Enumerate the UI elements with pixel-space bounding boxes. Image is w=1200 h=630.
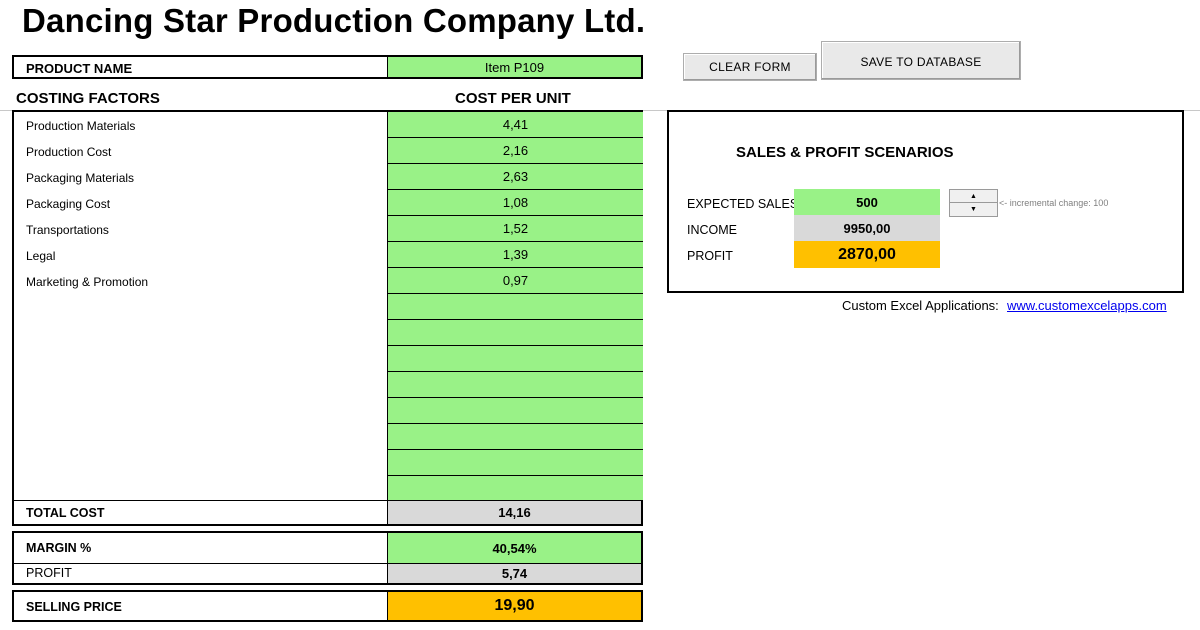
spinner-down-arrow-icon: ▼ [970,206,977,213]
spinner-up-arrow-icon: ▲ [970,192,977,200]
spinner-up-button[interactable]: ▲ [950,190,997,203]
factor-label: Transportations [26,223,109,237]
cost-per-unit-cell[interactable]: 2,16 [388,138,643,164]
cost-per-unit-cell[interactable] [388,424,643,450]
income-label: INCOME [687,223,737,237]
product-name-label: PRODUCT NAME [26,61,133,76]
cost-per-unit-cell[interactable]: 0,97 [388,268,643,294]
costing-factors-header: COSTING FACTORS [16,90,160,107]
costing-table: Production Materials Production Cost Packa… [12,110,643,526]
cost-per-unit-cell[interactable] [388,450,643,476]
total-cost-label: TOTAL COST [26,506,105,520]
selling-price-row: SELLING PRICE 19,90 [12,590,643,622]
cost-per-unit-cell[interactable]: 2,63 [388,164,643,190]
factor-label: Legal [26,249,56,263]
unit-profit-row: PROFIT 5,74 [14,564,641,583]
income-value: 9950,00 [794,215,940,241]
cost-per-unit-cell[interactable] [388,372,643,398]
cost-per-unit-header: COST PER UNIT [455,90,571,107]
cost-per-unit-cell[interactable]: 4,41 [388,112,643,138]
cost-per-unit-cell[interactable] [388,476,643,502]
cost-per-unit-cell[interactable]: 1,08 [388,190,643,216]
expected-sales-label: EXPECTED SALES [687,197,799,211]
product-name-input[interactable]: Item P109 [387,57,641,77]
cost-per-unit-cell[interactable] [388,346,643,372]
cost-per-unit-cell[interactable]: 1,39 [388,242,643,268]
factor-label: Marketing & Promotion [26,275,149,289]
incremental-change-note: <- incremental change: 100 [999,198,1109,208]
factor-label: Packaging Materials [26,171,135,185]
cost-per-unit-cell[interactable] [388,320,643,346]
expected-sales-spinner: ▲ ▼ [949,189,998,217]
margin-section: MARGIN % 40,54% PROFIT 5,74 [12,531,643,585]
unit-profit-label: PROFIT [26,566,72,580]
factor-label: Production Materials [26,119,136,133]
cost-per-unit-cell[interactable] [388,294,643,320]
selling-price-label: SELLING PRICE [26,600,122,614]
sales-profit-scenarios-panel: SALES & PROFIT SCENARIOS EXPECTED SALES … [667,110,1184,293]
margin-row: MARGIN % 40,54% [14,533,641,564]
total-cost-value: 14,16 [387,501,641,524]
save-to-database-button[interactable]: SAVE TO DATABASE [821,41,1021,80]
footer-text: Custom Excel Applications: [842,298,999,313]
scenarios-title: SALES & PROFIT SCENARIOS [736,144,954,161]
scenario-profit-value: 2870,00 [794,241,940,268]
factor-label: Production Cost [26,145,112,159]
footer-link[interactable]: www.customexcelapps.com [1007,298,1167,313]
scenario-profit-label: PROFIT [687,249,733,263]
spinner-down-button[interactable]: ▼ [950,203,997,216]
cost-per-unit-cell[interactable] [388,398,643,424]
expected-sales-input[interactable]: 500 [794,189,940,215]
total-cost-row: TOTAL COST 14,16 [14,500,641,524]
margin-label: MARGIN % [26,541,92,555]
product-name-row: PRODUCT NAME Item P109 [12,55,643,79]
margin-input[interactable]: 40,54% [387,533,641,563]
selling-price-value: 19,90 [387,592,641,620]
factor-label: Packaging Cost [26,197,111,211]
page-title: Dancing Star Production Company Ltd. [22,2,646,39]
cost-per-unit-cell[interactable]: 1,52 [388,216,643,242]
cost-per-unit-column: 4,41 2,16 2,63 1,08 1,52 1,39 0,97 [387,112,643,500]
clear-form-button[interactable]: CLEAR FORM [683,53,817,81]
unit-profit-value: 5,74 [387,564,641,583]
